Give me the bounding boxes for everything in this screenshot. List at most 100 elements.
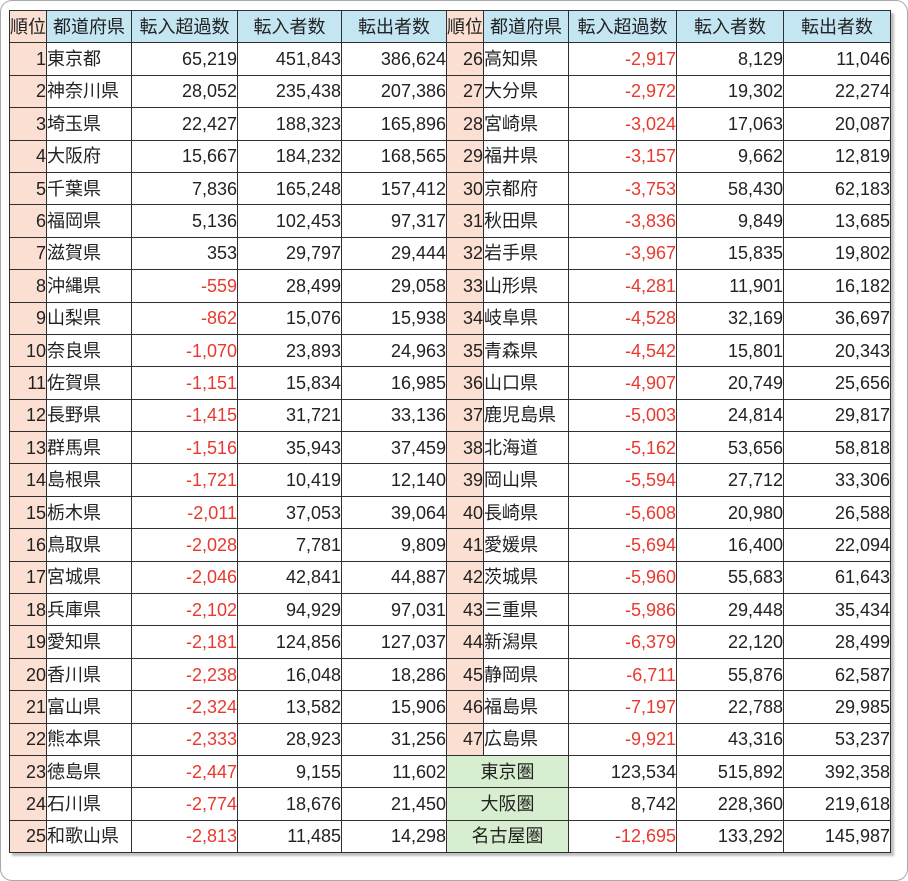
in-migrants-cell: 9,849 xyxy=(676,204,784,238)
out-migrants-cell: 29,817 xyxy=(783,398,891,433)
rank-cell: 16 xyxy=(9,528,47,562)
table-row: 10 奈良県 -1,070 23,893 24,963 35 青森県 -4,542 15,801… xyxy=(9,333,891,368)
out-migrants-cell: 31,256 xyxy=(341,722,447,756)
out-migrants-cell: 29,444 xyxy=(341,236,447,271)
in-migrants-cell: 20,749 xyxy=(676,366,784,400)
out-migrants-cell: 15,938 xyxy=(341,301,447,335)
out-migrants-cell: 26,588 xyxy=(783,495,891,530)
prefecture-cell: 高知県 xyxy=(483,42,569,76)
net-migration-cell: -4,528 xyxy=(568,301,677,335)
prefecture-cell: 大分県 xyxy=(483,74,569,109)
in-migrants-cell: 15,801 xyxy=(676,333,784,368)
rank-cell: 13 xyxy=(9,431,47,465)
in-migrants-cell: 55,876 xyxy=(676,657,784,692)
rank-cell: 10 xyxy=(9,333,47,368)
rank-cell: 7 xyxy=(9,236,47,271)
out-migrants-cell: 97,031 xyxy=(341,593,447,627)
prefecture-cell: 長野県 xyxy=(46,398,132,433)
out-migrants-cell: 22,094 xyxy=(783,528,891,562)
net-migration-cell: -1,415 xyxy=(131,398,238,433)
in-migrants-cell: 53,656 xyxy=(676,431,784,465)
out-migrants-cell: 61,643 xyxy=(783,560,891,595)
out-migrants-cell: 14,298 xyxy=(341,819,447,854)
prefecture-cell: 北海道 xyxy=(483,431,569,465)
rank-cell: 42 xyxy=(446,560,484,595)
net-migration-cell: -5,594 xyxy=(568,463,677,497)
prefecture-cell: 長崎県 xyxy=(483,495,569,530)
table-row: 20 香川県 -2,238 16,048 18,286 45 静岡県 -6,711 55,876… xyxy=(9,657,891,692)
in-migrants-cell: 8,129 xyxy=(676,42,784,76)
in-migrants-cell: 29,448 xyxy=(676,593,784,627)
table-row: 24 石川県 -2,774 18,676 21,450 大阪圏 8,742 228,360 21… xyxy=(9,787,891,821)
in-migrants-cell: 55,683 xyxy=(676,560,784,595)
prefecture-cell: 広島県 xyxy=(483,722,569,756)
net-migration-cell: -1,516 xyxy=(131,431,238,465)
prefecture-cell: 山梨県 xyxy=(46,301,132,335)
out-migrants-cell: 44,887 xyxy=(341,560,447,595)
rank-cell: 18 xyxy=(9,593,47,627)
prefecture-cell: 奈良県 xyxy=(46,333,132,368)
out-migrants-cell: 168,565 xyxy=(341,139,447,173)
in-migrants-cell: 13,582 xyxy=(237,690,342,724)
rank-cell: 15 xyxy=(9,495,47,530)
rank-cell: 29 xyxy=(446,139,484,173)
table-row: 6 福岡県 5,136 102,453 97,317 31 秋田県 -3,836 9,849 13… xyxy=(9,204,891,238)
table-row: 12 長野県 -1,415 31,721 33,136 37 鹿児島県 -5,003 24,81… xyxy=(9,398,891,433)
net-migration-cell: 22,427 xyxy=(131,107,238,141)
rank-cell: 40 xyxy=(446,495,484,530)
net-migration-cell: -2,774 xyxy=(131,787,238,821)
in-migrants-cell: 9,662 xyxy=(676,139,784,173)
net-migration-cell: -7,197 xyxy=(568,690,677,724)
out-migrants-cell: 386,624 xyxy=(341,42,447,76)
table-row: 11 佐賀県 -1,151 15,834 16,985 36 山口県 -4,907 20,749… xyxy=(9,366,891,400)
net-migration-cell: 15,667 xyxy=(131,139,238,173)
net-migration-cell: -3,024 xyxy=(568,107,677,141)
net-migration-cell: -3,967 xyxy=(568,236,677,271)
in-migrants-cell: 24,814 xyxy=(676,398,784,433)
out-migrants-cell: 15,906 xyxy=(341,690,447,724)
prefecture-cell: 山口県 xyxy=(483,366,569,400)
table-row: 3 埼玉県 22,427 188,323 165,896 28 宮崎県 -3,024 17,06… xyxy=(9,107,891,141)
prefecture-cell: 沖縄県 xyxy=(46,269,132,303)
in-migrants-cell: 235,438 xyxy=(237,74,342,109)
in-migrants-cell: 16,048 xyxy=(237,657,342,692)
out-migrants-cell: 36,697 xyxy=(783,301,891,335)
rank-cell: 32 xyxy=(446,236,484,271)
net-migration-cell: -1,070 xyxy=(131,333,238,368)
out-migrants-cell: 39,064 xyxy=(341,495,447,530)
table-row: 14 島根県 -1,721 10,419 12,140 39 岡山県 -5,594 27,712… xyxy=(9,463,891,497)
net-migration-cell: -1,721 xyxy=(131,463,238,497)
table-row: 19 愛知県 -2,181 124,856 127,037 44 新潟県 -6,379 22,1… xyxy=(9,625,891,659)
table-row: 15 栃木県 -2,011 37,053 39,064 40 長崎県 -5,608 20,980… xyxy=(9,495,891,530)
net-migration-cell: -3,753 xyxy=(568,171,677,206)
rank-cell: 44 xyxy=(446,625,484,659)
migration-table: 順位 都道府県 転入超過数 転入者数 転出者数 順位 都道府県 転入超過数 転入… xyxy=(9,9,891,854)
out-migrants-cell: 18,286 xyxy=(341,657,447,692)
prefecture-cell: 京都府 xyxy=(483,171,569,206)
net-migration-cell: 7,836 xyxy=(131,171,238,206)
prefecture-cell: 滋賀県 xyxy=(46,236,132,271)
rank-cell: 31 xyxy=(446,204,484,238)
prefecture-cell: 愛知県 xyxy=(46,625,132,659)
rank-cell: 36 xyxy=(446,366,484,400)
table-body: 1 東京都 65,219 451,843 386,624 26 高知県 -2,917 8,129… xyxy=(9,42,891,854)
prefecture-cell: 福岡県 xyxy=(46,204,132,238)
in-migrants-cell: 18,676 xyxy=(237,787,342,821)
header-row: 順位 都道府県 転入超過数 転入者数 転出者数 順位 都道府県 転入超過数 転入… xyxy=(9,9,891,44)
header-in-migrants-right: 転入者数 xyxy=(676,9,784,44)
rank-cell: 20 xyxy=(9,657,47,692)
in-migrants-cell: 17,063 xyxy=(676,107,784,141)
net-migration-cell: -2,238 xyxy=(131,657,238,692)
prefecture-cell: 青森県 xyxy=(483,333,569,368)
table-row: 5 千葉県 7,836 165,248 157,412 30 京都府 -3,753 58,430… xyxy=(9,171,891,206)
out-migrants-cell: 53,237 xyxy=(783,722,891,756)
net-migration-cell: -3,836 xyxy=(568,204,677,238)
table-row: 1 東京都 65,219 451,843 386,624 26 高知県 -2,917 8,129… xyxy=(9,42,891,76)
prefecture-cell: 兵庫県 xyxy=(46,593,132,627)
net-migration-cell: -2,046 xyxy=(131,560,238,595)
rank-cell: 4 xyxy=(9,139,47,173)
in-migrants-cell: 124,856 xyxy=(237,625,342,659)
net-migration-cell: -4,281 xyxy=(568,269,677,303)
in-migrants-cell: 19,302 xyxy=(676,74,784,109)
